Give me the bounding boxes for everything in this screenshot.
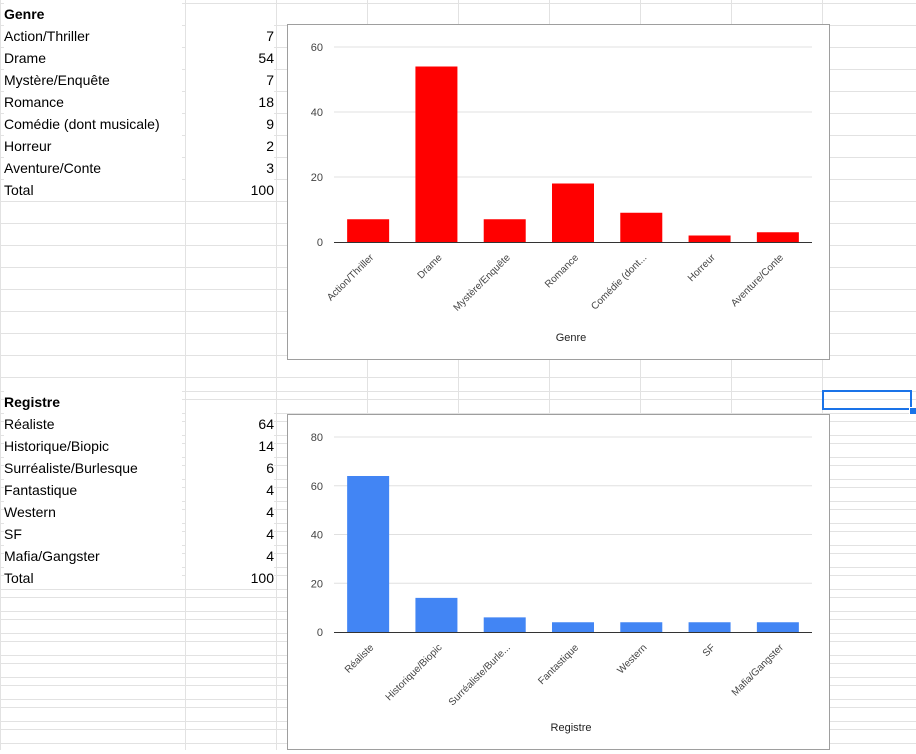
registre-header[interactable]: Registre <box>4 391 182 413</box>
registre-row-value[interactable]: 6 <box>186 457 274 479</box>
registre-x-tick-label: Fantastique <box>536 642 581 687</box>
genre-bar <box>756 232 799 242</box>
registre-row-label[interactable]: Mafia/Gangster <box>4 545 182 567</box>
genre-x-tick-label: Comédie (dont... <box>589 252 649 312</box>
genre-chart[interactable]: 0 20 40 60 Action/Thriller Drame Mystère/Enquê… <box>287 24 830 360</box>
genre-row-value[interactable]: 7 <box>186 25 274 47</box>
genre-row-label[interactable]: Action/Thriller <box>4 25 182 47</box>
genre-x-tick-label: Aventure/Conte <box>729 252 786 309</box>
registre-total-label[interactable]: Total <box>4 567 182 589</box>
genre-y-tick-label: 40 <box>311 107 323 119</box>
registre-row-value[interactable]: 4 <box>186 479 274 501</box>
selected-cell[interactable] <box>822 390 912 410</box>
genre-x-tick-label: Mystère/Enquête <box>452 252 514 314</box>
registre-row-value[interactable]: 64 <box>186 413 274 435</box>
registre-total-value[interactable]: 100 <box>186 567 274 589</box>
genre-x-tick-label: Action/Thriller <box>325 252 376 303</box>
registre-x-tick-label: Western <box>615 642 649 676</box>
registre-row-label[interactable]: Réaliste <box>4 413 182 435</box>
genre-x-tick-label: Horreur <box>686 252 718 284</box>
genre-row-label[interactable]: Mystère/Enquête <box>4 69 182 91</box>
registre-bar-chart: 0 20 40 60 80 Réaliste Historique/Biopic Surréa… <box>311 432 812 734</box>
registre-x-tick-label: Réaliste <box>343 642 377 676</box>
genre-row-value[interactable]: 2 <box>186 135 274 157</box>
genre-bar <box>483 219 526 242</box>
genre-row-label[interactable]: Horreur <box>4 135 182 157</box>
genre-y-tick-label: 60 <box>311 42 323 54</box>
registre-bar <box>688 622 731 632</box>
registre-row-value[interactable]: 4 <box>186 523 274 545</box>
registre-y-tick-label: 60 <box>311 481 323 493</box>
registre-row-label[interactable]: SF <box>4 523 182 545</box>
genre-bar <box>347 219 390 242</box>
genre-total-value[interactable]: 100 <box>186 179 274 201</box>
fill-handle[interactable] <box>909 407 916 415</box>
registre-bar <box>347 476 390 632</box>
registre-chart[interactable]: 0 20 40 60 80 Réaliste Historique/Biopic Surréa… <box>287 414 830 750</box>
genre-bar <box>552 183 594 242</box>
registre-y-tick-label: 20 <box>311 578 323 590</box>
genre-row-label[interactable]: Romance <box>4 91 182 113</box>
registre-row-value[interactable]: 4 <box>186 545 274 567</box>
registre-row-label[interactable]: Historique/Biopic <box>4 435 182 457</box>
genre-row-label[interactable]: Drame <box>4 47 182 69</box>
genre-header[interactable]: Genre <box>4 3 182 25</box>
genre-row-label[interactable]: Aventure/Conte <box>4 157 182 179</box>
registre-row-label[interactable]: Western <box>4 501 182 523</box>
genre-x-tick-label: Romance <box>543 252 581 290</box>
genre-bar <box>415 66 458 242</box>
registre-row-value[interactable]: 14 <box>186 435 274 457</box>
genre-bar <box>620 212 663 242</box>
genre-bar <box>688 235 731 242</box>
genre-row-value[interactable]: 9 <box>186 113 274 135</box>
genre-row-label[interactable]: Comédie (dont musicale) <box>4 113 182 135</box>
registre-bar <box>620 622 663 632</box>
registre-y-tick-label: 0 <box>317 627 323 639</box>
genre-y-tick-label: 0 <box>317 237 323 249</box>
registre-x-tick-label: SF <box>701 642 718 659</box>
genre-y-tick-label: 20 <box>311 172 323 184</box>
registre-bar <box>415 597 458 632</box>
registre-x-tick-label: Historique/Biopic <box>384 642 445 703</box>
registre-bar <box>552 622 594 632</box>
genre-row-value[interactable]: 3 <box>186 157 274 179</box>
genre-row-value[interactable]: 7 <box>186 69 274 91</box>
genre-bar-chart: 0 20 40 60 Action/Thriller Drame Mystère/Enquê… <box>311 42 812 344</box>
registre-bar <box>756 622 799 632</box>
genre-row-value[interactable]: 18 <box>186 91 274 113</box>
genre-total-label[interactable]: Total <box>4 179 182 201</box>
genre-x-axis-title: Genre <box>556 332 587 344</box>
registre-x-tick-label: Mafia/Gangster <box>730 642 787 699</box>
genre-x-tick-label: Drame <box>416 252 445 281</box>
registre-row-label[interactable]: Surréaliste/Burlesque <box>4 457 182 479</box>
registre-row-value[interactable]: 4 <box>186 501 274 523</box>
registre-y-tick-label: 80 <box>311 432 323 444</box>
registre-x-axis-title: Registre <box>551 722 592 734</box>
registre-y-tick-label: 40 <box>311 530 323 542</box>
registre-row-label[interactable]: Fantastique <box>4 479 182 501</box>
registre-x-tick-label: Surréaliste/Burle... <box>447 642 513 708</box>
registre-bar <box>483 617 526 632</box>
genre-row-value[interactable]: 54 <box>186 47 274 69</box>
